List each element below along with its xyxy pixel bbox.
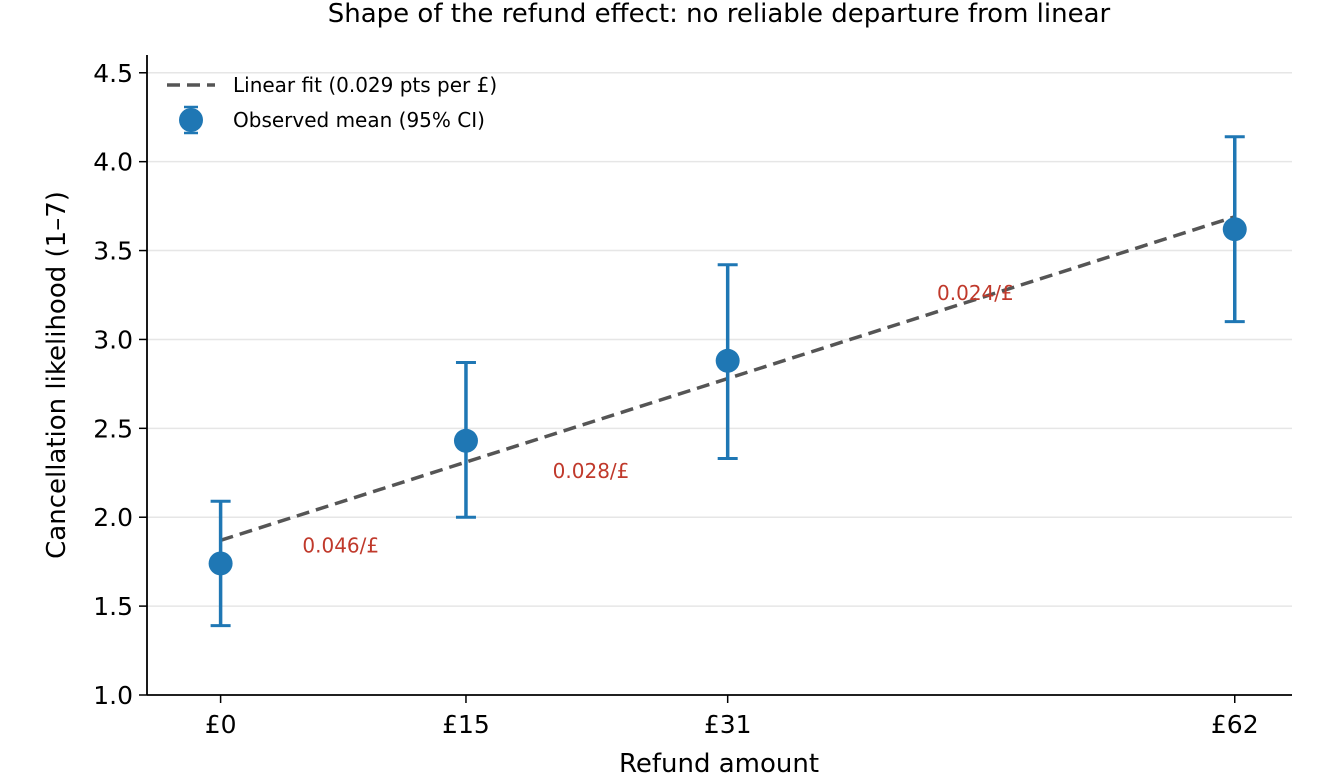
- data-point-group: [453, 361, 478, 519]
- y-tick-label: 3.0: [93, 325, 133, 354]
- y-tick-label: 4.0: [93, 148, 133, 177]
- slope-label: 0.046/£: [302, 534, 379, 558]
- y-axis-label: Cancellation likelihood (1–7): [42, 191, 72, 559]
- y-tick-label: 4.5: [93, 59, 133, 88]
- axes: 1.0 1.5 2.0 2.5 3.0 3.5 4.0 4.5 £0 £15 £31 £62: [93, 55, 1292, 739]
- slope-annotations: 0.046/£ 0.028/£ 0.024/£: [302, 281, 1013, 557]
- legend-label: Observed mean (95% CI): [233, 108, 485, 132]
- y-tick-label: 3.5: [93, 237, 133, 266]
- legend-item: Linear fit (0.029 pts per £): [167, 73, 497, 97]
- data-point-group: [1222, 135, 1247, 324]
- legend-marker-swatch: [179, 108, 203, 132]
- data-point-group: [208, 499, 233, 628]
- x-tick-label: £0: [205, 710, 237, 739]
- grid-lines: [147, 72, 1292, 607]
- legend-item: Observed mean (95% CI): [179, 105, 485, 135]
- data-point: [1222, 217, 1247, 242]
- x-tick-label: £62: [1211, 710, 1259, 739]
- y-tick-label: 2.5: [93, 414, 133, 443]
- legend: Linear fit (0.029 pts per £) Observed mea…: [167, 73, 497, 135]
- x-axis-label: Refund amount: [619, 749, 819, 776]
- plot-series: [208, 135, 1247, 628]
- data-point: [715, 348, 740, 373]
- x-tick-label: £31: [704, 710, 752, 739]
- chart-title: Shape of the refund effect: no reliable …: [328, 0, 1111, 29]
- x-tick-label: £15: [442, 710, 490, 739]
- legend-label: Linear fit (0.029 pts per £): [233, 73, 497, 97]
- y-tick-label: 1.0: [93, 681, 133, 710]
- data-point: [208, 551, 233, 576]
- data-point-group: [715, 263, 740, 461]
- slope-label: 0.028/£: [553, 459, 630, 483]
- y-tick-label: 1.5: [93, 592, 133, 621]
- y-tick-label: 2.0: [93, 503, 133, 532]
- data-point: [453, 428, 478, 453]
- slope-label: 0.024/£: [937, 281, 1014, 305]
